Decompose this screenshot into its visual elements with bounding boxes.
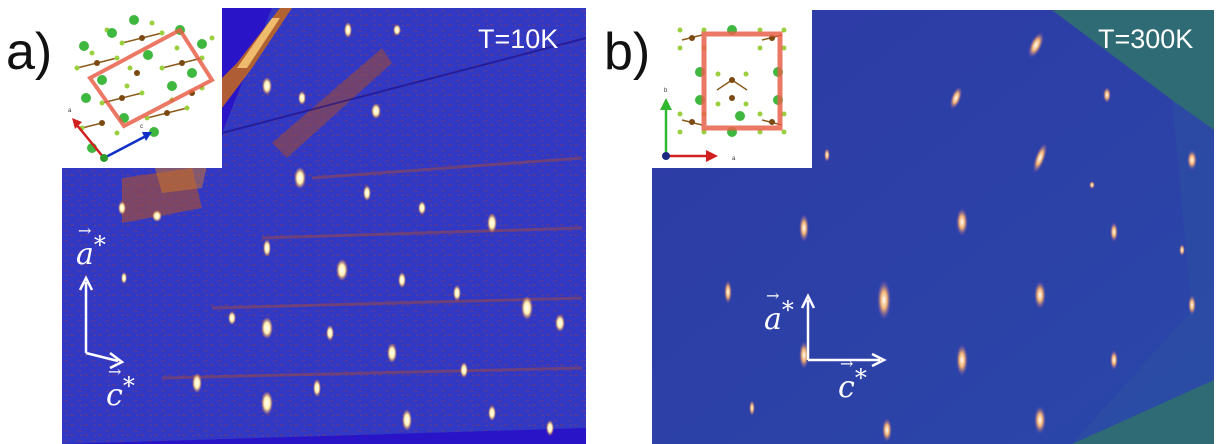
svg-text:a: a xyxy=(732,156,736,162)
a-star-label-a: → a* xyxy=(76,221,106,272)
reciprocal-axes-b xyxy=(800,293,887,368)
crystal-structure-inset-a: a c xyxy=(62,8,222,168)
c-star-label-b: → c* xyxy=(838,354,867,405)
diffraction-map-10k: T=10K → a* → c* xyxy=(62,8,586,444)
temperature-label-a: T=10K xyxy=(478,24,559,54)
crystal-structure-drawing-b: b a xyxy=(660,25,787,162)
reciprocal-axes-a xyxy=(78,275,125,370)
bragg-peaks-a xyxy=(118,22,565,436)
svg-text:c: c xyxy=(140,124,143,130)
temperature-label-b: T=300K xyxy=(1098,24,1194,54)
svg-text:b: b xyxy=(664,88,668,94)
crystal-structure-drawing-a: a c xyxy=(68,15,215,162)
a-star-label-b: → a* xyxy=(764,286,794,337)
bragg-peaks-b xyxy=(724,32,1197,442)
c-star-label-a: → c* xyxy=(106,362,135,413)
panel-b-label: b) xyxy=(604,23,651,81)
svg-text:a: a xyxy=(68,108,72,114)
diffraction-image-a xyxy=(62,8,586,444)
panel-a-label: a) xyxy=(6,23,53,81)
crystal-structure-inset-b: b a xyxy=(652,10,812,168)
